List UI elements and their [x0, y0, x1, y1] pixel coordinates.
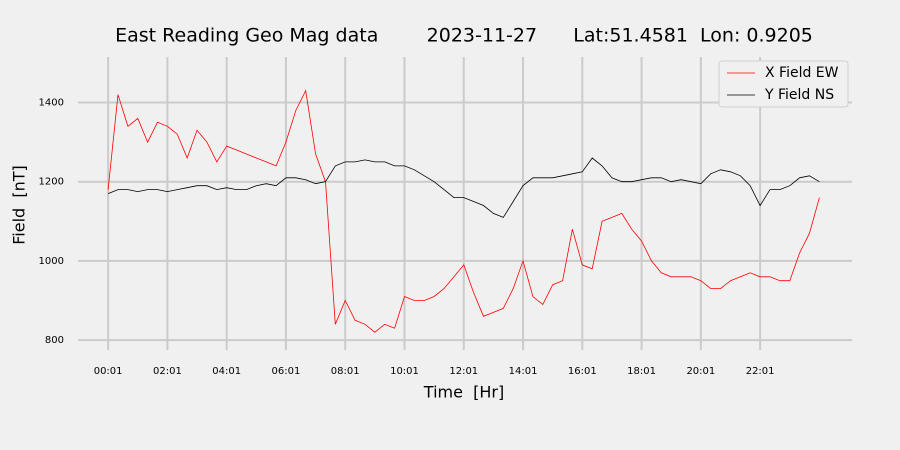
legend: X Field EW Y Field NS — [718, 60, 849, 108]
x-tick-label: 18:01 — [627, 366, 656, 377]
y-tick-label: 1200 — [39, 177, 64, 188]
chart-title: East Reading Geo Mag data 2023-11-27 Lat… — [115, 25, 813, 47]
x-tick-label: 20:01 — [686, 366, 715, 377]
data-line — [107, 89, 820, 333]
x-tick-label: 00:01 — [94, 366, 123, 377]
x-tick-label: 16:01 — [568, 366, 597, 377]
x-tick-label: 10:01 — [390, 366, 419, 377]
legend-box — [718, 60, 849, 108]
y-tick-label: 800 — [45, 335, 64, 346]
x-tick-label: 22:01 — [746, 366, 775, 377]
legend-label: Y Field NS — [764, 87, 834, 103]
x-tick-label: 08:01 — [331, 366, 360, 377]
x-tick-label: 02:01 — [153, 366, 182, 377]
x-tick-label: 06:01 — [272, 366, 301, 377]
x-axis-label: Time [Hr] — [423, 383, 504, 402]
x-tick-label: 12:01 — [449, 366, 478, 377]
x-tick-label: 14:01 — [509, 366, 538, 377]
y-axis-label: Field [nT] — [10, 165, 29, 245]
y-tick-label: 1000 — [39, 256, 64, 267]
legend-label: X Field EW — [765, 65, 839, 81]
y-tick-label: 1400 — [39, 98, 64, 109]
data-line — [107, 157, 820, 218]
x-tick-label: 04:01 — [212, 366, 241, 377]
